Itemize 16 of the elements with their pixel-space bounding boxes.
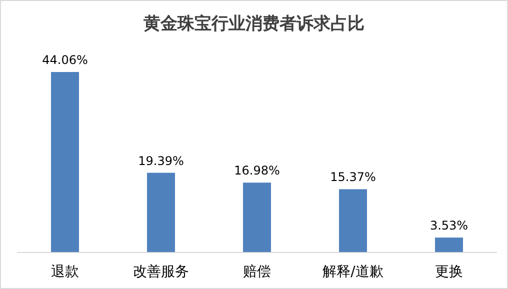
data-label: 44.06% [42,53,88,67]
bar [147,172,175,252]
data-label: 19.39% [138,154,184,168]
chart-title: 黄金珠宝行业消费者诉求占比 [142,14,364,33]
data-label: 15.37% [330,170,376,184]
bar [243,182,271,252]
x-tick-label: 解释/道歉 [322,264,384,280]
bar [435,238,463,252]
x-tick-label: 退款 [51,264,79,280]
bar [339,189,367,252]
bar [51,72,79,252]
x-tick-label: 更换 [435,264,463,280]
x-tick-label: 改善服务 [133,263,189,280]
x-tick-label: 赔偿 [243,264,271,280]
data-label: 16.98% [234,164,280,178]
data-label: 3.53% [430,218,468,233]
